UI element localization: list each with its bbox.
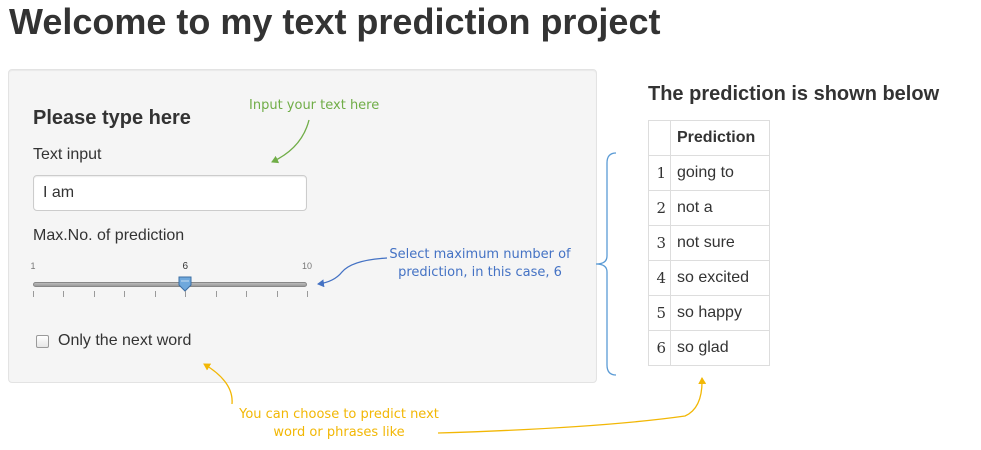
text-input-label: Text input — [33, 146, 102, 163]
page-title: Welcome to my text prediction project — [9, 1, 661, 42]
row-value: going to — [670, 155, 770, 191]
prediction-table: Prediction 1 going to 2 not a 3 not sure… — [648, 120, 770, 366]
row-index: 1 — [648, 155, 671, 191]
row-index: 5 — [648, 295, 671, 331]
panel-heading: Please type here — [33, 107, 191, 129]
slider-tick — [246, 291, 247, 297]
slider-label: Max.No. of prediction — [33, 227, 185, 244]
row-index: 4 — [648, 260, 671, 296]
row-value: so excited — [670, 260, 770, 296]
slider-tick — [155, 291, 156, 297]
slider-tick — [124, 291, 125, 297]
slider-max-label: 10 — [301, 261, 313, 271]
checkbox-hint-line1: You can choose to predict next — [239, 407, 439, 422]
slider-tick — [307, 291, 308, 297]
slider-tick — [33, 291, 34, 297]
table-bracket — [595, 152, 617, 376]
table-row: 1 going to — [648, 155, 770, 191]
table-index-header — [648, 120, 671, 156]
table-row: 3 not sure — [648, 225, 770, 261]
next-word-checkbox[interactable] — [36, 335, 49, 348]
row-value: not a — [670, 190, 770, 226]
max-prediction-slider[interactable]: 1 6 10 — [30, 258, 312, 300]
slider-tick — [94, 291, 95, 297]
slider-value-label: 6 — [182, 261, 188, 272]
row-index: 3 — [648, 225, 671, 261]
table-header-row: Prediction — [648, 120, 770, 156]
input-hint-annotation: Input your text here — [249, 98, 380, 113]
slider-handle[interactable] — [178, 276, 192, 292]
row-value: so glad — [670, 330, 770, 366]
input-panel: Please type here Text input Max.No. of p… — [8, 69, 597, 383]
slider-min-label: 1 — [30, 261, 36, 271]
row-index: 2 — [648, 190, 671, 226]
row-value: not sure — [670, 225, 770, 261]
slider-hint-annotation: Select maximum number of prediction, in … — [384, 246, 576, 282]
prediction-title: The prediction is shown below — [648, 83, 940, 105]
slider-tick — [63, 291, 64, 297]
text-input[interactable] — [33, 175, 307, 211]
table-row: 5 so happy — [648, 295, 770, 331]
slider-tick — [277, 291, 278, 297]
row-value: so happy — [670, 295, 770, 331]
table-row: 4 so excited — [648, 260, 770, 296]
slider-tick — [216, 291, 217, 297]
table-column-header: Prediction — [670, 120, 770, 156]
row-index: 6 — [648, 330, 671, 366]
slider-tick — [185, 291, 186, 297]
table-row: 6 so glad — [648, 330, 770, 366]
slider-hint-line1: Select maximum number of — [389, 247, 571, 262]
table-row: 2 not a — [648, 190, 770, 226]
table-hint-arrow — [437, 377, 707, 434]
slider-hint-line2: prediction, in this case, 6 — [398, 265, 562, 280]
checkbox-hint-line2: word or phrases like — [273, 425, 405, 440]
checkbox-hint-annotation: You can choose to predict next word or p… — [226, 406, 452, 442]
next-word-checkbox-label: Only the next word — [58, 332, 192, 349]
slider-track[interactable] — [33, 282, 307, 287]
